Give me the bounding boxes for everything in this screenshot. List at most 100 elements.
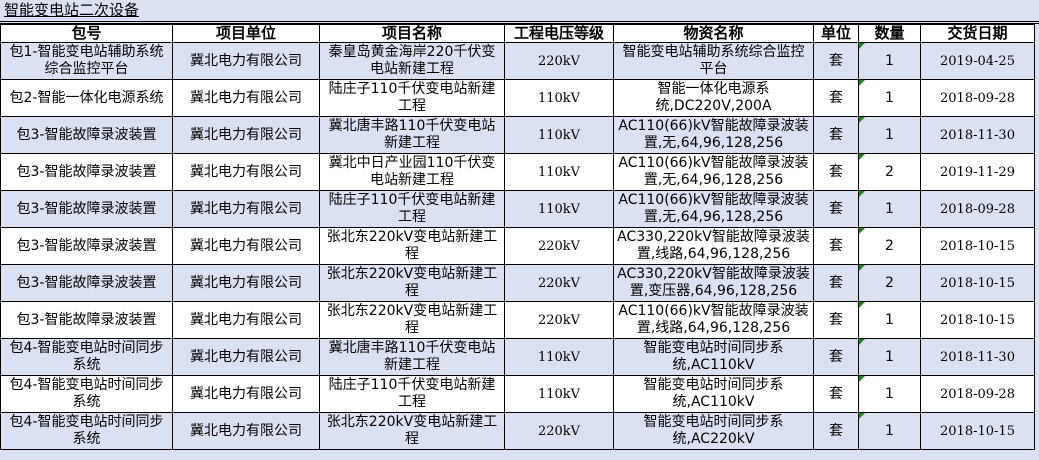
project-name-cell[interactable]: 张北东220kV变电站新建工程: [319, 301, 505, 339]
column-header-unit[interactable]: 项目单位: [172, 24, 320, 43]
quantity-cell[interactable]: 1: [858, 116, 921, 154]
project-unit-cell[interactable]: 冀北电力有限公司: [172, 116, 320, 154]
project-name-cell[interactable]: 冀北唐丰路110千伏变电站新建工程: [319, 116, 505, 154]
column-header-u[interactable]: 单位: [813, 24, 859, 43]
package-cell[interactable]: 包2-智能一体化电源系统: [0, 79, 173, 117]
quantity-cell[interactable]: 1: [858, 79, 921, 117]
project-name-cell[interactable]: 冀北唐丰路110千伏变电站新建工程: [319, 338, 505, 376]
material-cell[interactable]: AC110(66)kV智能故障录波装置,无,64,96,128,256: [613, 153, 814, 191]
unit-cell[interactable]: 套: [813, 116, 859, 154]
project-name-cell[interactable]: 陆庄子110千伏变电站新建工程: [319, 375, 505, 413]
voltage-cell[interactable]: 220kV: [504, 264, 614, 302]
unit-cell[interactable]: 套: [813, 301, 859, 339]
material-cell[interactable]: 智能变电站辅助系统综合监控平台: [613, 42, 814, 80]
quantity-cell[interactable]: 1: [858, 412, 921, 450]
delivery-date-cell[interactable]: 2018-09-28: [920, 79, 1035, 117]
quantity-cell[interactable]: 1: [858, 42, 921, 80]
material-cell[interactable]: 智能变电站时间同步系统,AC220kV: [613, 412, 814, 450]
unit-cell[interactable]: 套: [813, 412, 859, 450]
table-row: 包3-智能故障录波装置 冀北电力有限公司 陆庄子110千伏变电站新建工程 110kV A…: [0, 190, 1035, 228]
voltage-cell[interactable]: 220kV: [504, 412, 614, 450]
project-name-cell[interactable]: 秦皇岛黄金海岸220千伏变电站新建工程: [319, 42, 505, 80]
material-cell[interactable]: AC110(66)kV智能故障录波装置,无,64,96,128,256: [613, 190, 814, 228]
unit-cell[interactable]: 套: [813, 338, 859, 376]
package-cell[interactable]: 包3-智能故障录波装置: [0, 153, 173, 191]
material-cell[interactable]: AC330,220kV智能故障录波装置,线路,64,96,128,256: [613, 227, 814, 265]
material-cell[interactable]: AC110(66)kV智能故障录波装置,线路,64,96,128,256: [613, 301, 814, 339]
project-name-cell[interactable]: 张北东220kV变电站新建工程: [319, 412, 505, 450]
delivery-date-cell[interactable]: 2018-10-15: [920, 227, 1035, 265]
unit-cell[interactable]: 套: [813, 79, 859, 117]
unit-cell[interactable]: 套: [813, 227, 859, 265]
voltage-cell[interactable]: 110kV: [504, 338, 614, 376]
project-unit-cell[interactable]: 冀北电力有限公司: [172, 153, 320, 191]
project-unit-cell[interactable]: 冀北电力有限公司: [172, 79, 320, 117]
material-cell[interactable]: AC330,220kV智能故障录波装置,变压器,64,96,128,256: [613, 264, 814, 302]
package-cell[interactable]: 包3-智能故障录波装置: [0, 264, 173, 302]
quantity-cell[interactable]: 2: [858, 227, 921, 265]
project-name-cell[interactable]: 张北东220kV变电站新建工程: [319, 264, 505, 302]
table-row: 包3-智能故障录波装置 冀北电力有限公司 张北东220kV变电站新建工程 220kV A…: [0, 301, 1035, 339]
column-header-volt[interactable]: 工程电压等级: [504, 24, 614, 43]
material-cell[interactable]: 智能变电站时间同步系统,AC110kV: [613, 375, 814, 413]
package-cell[interactable]: 包3-智能故障录波装置: [0, 190, 173, 228]
delivery-date-cell[interactable]: 2018-10-15: [920, 412, 1035, 450]
quantity-cell[interactable]: 2: [858, 264, 921, 302]
delivery-date-cell[interactable]: 2019-04-25: [920, 42, 1035, 80]
voltage-cell[interactable]: 220kV: [504, 42, 614, 80]
project-unit-cell[interactable]: 冀北电力有限公司: [172, 190, 320, 228]
voltage-cell[interactable]: 220kV: [504, 227, 614, 265]
project-unit-cell[interactable]: 冀北电力有限公司: [172, 301, 320, 339]
package-cell[interactable]: 包4-智能变电站时间同步系统: [0, 338, 173, 376]
unit-cell[interactable]: 套: [813, 153, 859, 191]
project-name-cell[interactable]: 陆庄子110千伏变电站新建工程: [319, 190, 505, 228]
material-cell[interactable]: AC110(66)kV智能故障录波装置,无,64,96,128,256: [613, 116, 814, 154]
column-header-date[interactable]: 交货日期: [920, 24, 1035, 43]
column-header-mat[interactable]: 物资名称: [613, 24, 814, 43]
unit-cell[interactable]: 套: [813, 375, 859, 413]
delivery-date-cell[interactable]: 2018-10-15: [920, 301, 1035, 339]
quantity-cell[interactable]: 1: [858, 190, 921, 228]
package-cell[interactable]: 包3-智能故障录波装置: [0, 116, 173, 154]
project-unit-cell[interactable]: 冀北电力有限公司: [172, 264, 320, 302]
project-unit-cell[interactable]: 冀北电力有限公司: [172, 338, 320, 376]
voltage-cell[interactable]: 110kV: [504, 375, 614, 413]
package-cell[interactable]: 包4-智能变电站时间同步系统: [0, 375, 173, 413]
voltage-cell[interactable]: 110kV: [504, 190, 614, 228]
column-header-proj[interactable]: 项目名称: [319, 24, 505, 43]
voltage-cell[interactable]: 110kV: [504, 79, 614, 117]
quantity-cell[interactable]: 2: [858, 153, 921, 191]
column-header-pkg[interactable]: 包号: [0, 24, 173, 43]
delivery-date-cell[interactable]: 2018-11-30: [920, 338, 1035, 376]
project-name-cell[interactable]: 张北东220kV变电站新建工程: [319, 227, 505, 265]
package-cell[interactable]: 包3-智能故障录波装置: [0, 301, 173, 339]
table-row: 包4-智能变电站时间同步系统 冀北电力有限公司 冀北唐丰路110千伏变电站新建工程 1…: [0, 338, 1035, 376]
quantity-cell[interactable]: 1: [858, 338, 921, 376]
voltage-cell[interactable]: 110kV: [504, 116, 614, 154]
project-unit-cell[interactable]: 冀北电力有限公司: [172, 42, 320, 80]
delivery-date-cell[interactable]: 2018-09-28: [920, 190, 1035, 228]
project-name-cell[interactable]: 陆庄子110千伏变电站新建工程: [319, 79, 505, 117]
table-row: 包3-智能故障录波装置 冀北电力有限公司 冀北唐丰路110千伏变电站新建工程 110k…: [0, 116, 1035, 154]
unit-cell[interactable]: 套: [813, 42, 859, 80]
delivery-date-cell[interactable]: 2018-09-28: [920, 375, 1035, 413]
quantity-cell[interactable]: 1: [858, 375, 921, 413]
project-unit-cell[interactable]: 冀北电力有限公司: [172, 412, 320, 450]
project-unit-cell[interactable]: 冀北电力有限公司: [172, 375, 320, 413]
material-cell[interactable]: 智能一体化电源系统,DC220V,200A: [613, 79, 814, 117]
package-cell[interactable]: 包4-智能变电站时间同步系统: [0, 412, 173, 450]
voltage-cell[interactable]: 220kV: [504, 301, 614, 339]
unit-cell[interactable]: 套: [813, 190, 859, 228]
project-unit-cell[interactable]: 冀北电力有限公司: [172, 227, 320, 265]
material-cell[interactable]: 智能变电站时间同步系统,AC110kV: [613, 338, 814, 376]
project-name-cell[interactable]: 冀北中日产业园110千伏变电站新建工程: [319, 153, 505, 191]
unit-cell[interactable]: 套: [813, 264, 859, 302]
delivery-date-cell[interactable]: 2019-11-29: [920, 153, 1035, 191]
delivery-date-cell[interactable]: 2018-11-30: [920, 116, 1035, 154]
package-cell[interactable]: 包3-智能故障录波装置: [0, 227, 173, 265]
quantity-cell[interactable]: 1: [858, 301, 921, 339]
delivery-date-cell[interactable]: 2018-10-15: [920, 264, 1035, 302]
column-header-qty[interactable]: 数量: [858, 24, 921, 43]
package-cell[interactable]: 包1-智能变电站辅助系统综合监控平台: [0, 42, 173, 80]
voltage-cell[interactable]: 110kV: [504, 153, 614, 191]
